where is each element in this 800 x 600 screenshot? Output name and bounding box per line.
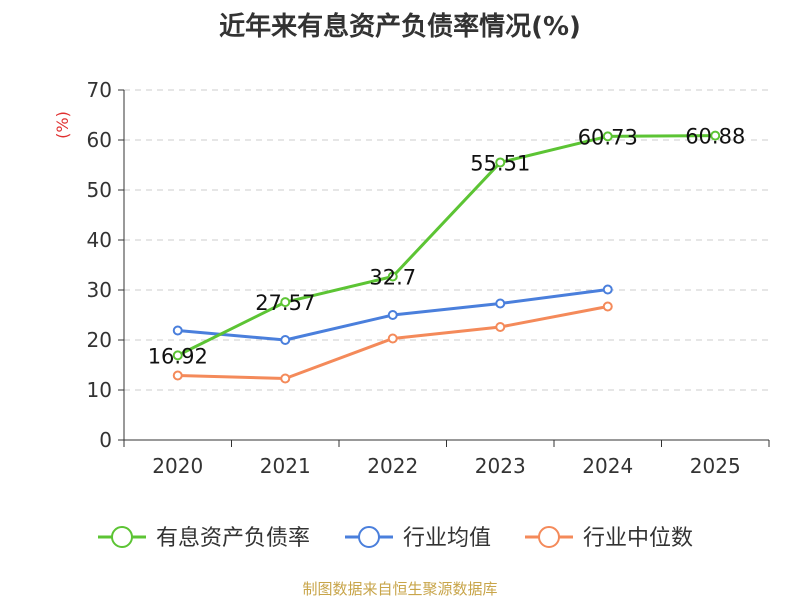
legend-label: 行业均值 (403, 526, 491, 551)
y-tick-label: 50 (87, 178, 112, 202)
data-label: 16.92 (148, 344, 208, 368)
x-tick-label: 2021 (260, 454, 311, 478)
legend-label: 有息资产负债率 (156, 526, 310, 551)
y-tick-label: 10 (87, 378, 112, 402)
y-tick-label: 20 (87, 328, 112, 352)
data-label: 60.88 (685, 125, 745, 149)
data-point (495, 322, 506, 332)
data-point (172, 325, 183, 336)
y-tick-label: 0 (99, 428, 112, 452)
data-point (602, 284, 613, 295)
y-tick-label: 60 (87, 128, 112, 152)
legend-marker (358, 526, 380, 548)
data-point (495, 298, 506, 309)
data-label: 55.51 (470, 151, 530, 175)
data-point (172, 370, 183, 381)
data-point (602, 131, 613, 142)
legend-label: 行业中位数 (583, 526, 693, 551)
y-tick-label: 40 (87, 228, 112, 252)
legend-marker (111, 526, 133, 548)
data-point (280, 297, 291, 308)
data-point (602, 301, 613, 312)
data-point (172, 350, 183, 361)
data-label: 60.73 (578, 125, 638, 149)
source-note: 制图数据来自恒生聚源数据库 (302, 580, 498, 598)
data-point (387, 271, 398, 282)
chart-title: 近年来有息资产负债率情况(%) (219, 12, 581, 42)
data-point (710, 130, 721, 141)
x-tick-label: 2025 (690, 454, 741, 478)
data-label: 27.57 (255, 291, 315, 315)
data-label: 32.7 (369, 266, 416, 290)
data-point (280, 335, 291, 345)
series-line (177, 134, 716, 357)
legend-marker (538, 526, 560, 548)
data-point (495, 157, 506, 168)
x-tick-label: 2022 (367, 454, 418, 478)
data-point (280, 373, 291, 384)
data-point (387, 310, 398, 320)
x-tick-label: 2020 (152, 454, 203, 478)
data-point (387, 333, 398, 344)
x-tick-label: 2024 (582, 454, 633, 478)
y-unit-label: (%) (53, 111, 72, 139)
y-tick-label: 70 (87, 78, 112, 102)
y-tick-label: 30 (87, 278, 112, 302)
x-tick-label: 2023 (475, 454, 526, 478)
